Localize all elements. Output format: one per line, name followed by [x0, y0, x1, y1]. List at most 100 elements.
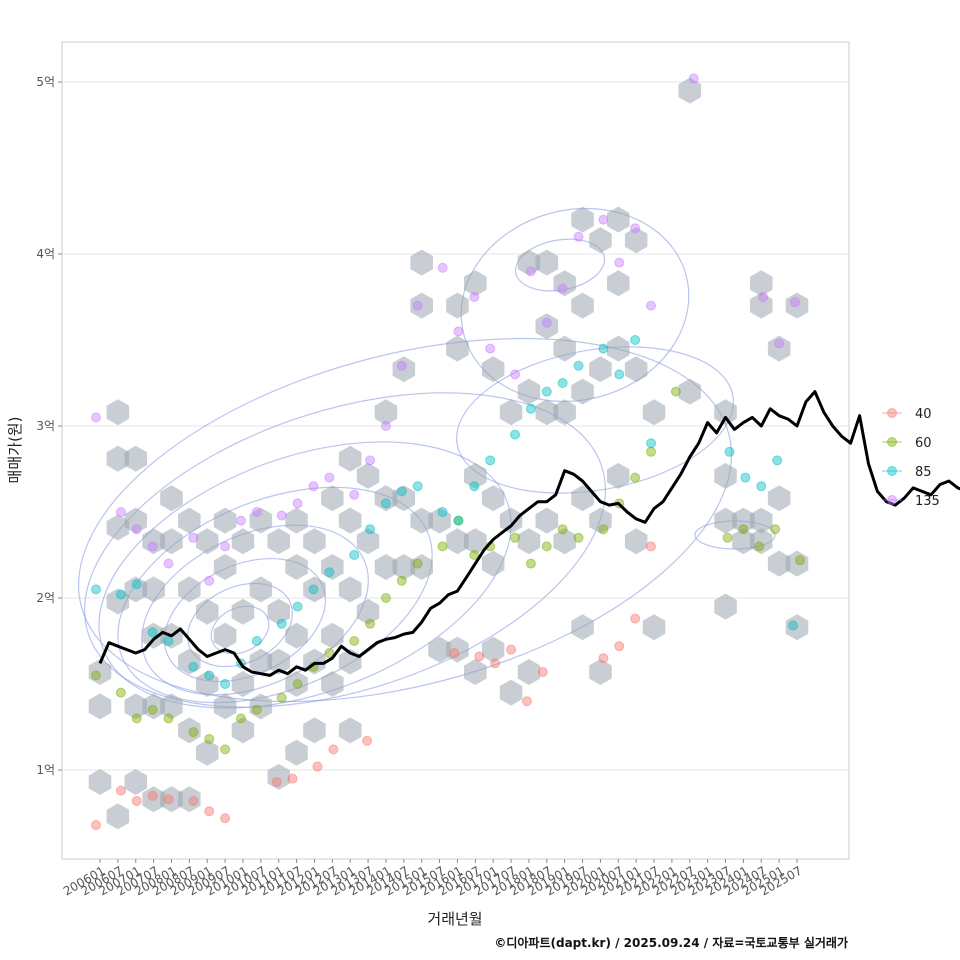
contour-ring-5	[98, 441, 512, 709]
scatter-point-135-1	[115, 507, 126, 517]
hexbin-7	[106, 803, 130, 830]
hexbin-122	[624, 356, 648, 383]
hexbin-34	[213, 622, 237, 649]
scatter-point-85-11	[292, 601, 303, 612]
scatter-point-85-16	[380, 498, 391, 509]
scatter-point-135-8	[235, 515, 246, 526]
scatter-point-60-5	[188, 727, 199, 738]
legend-key-135	[887, 495, 897, 505]
hexbin-9	[124, 507, 147, 534]
hexbin-61	[338, 445, 362, 472]
hexbin-43	[249, 693, 273, 720]
scatter-point-60-6	[204, 734, 215, 745]
hexbin-137	[750, 528, 773, 555]
hexbin-70	[374, 554, 398, 580]
scatter-point-85-13	[324, 567, 335, 578]
scatter-point-135-28	[598, 214, 609, 225]
scatter-point-85-29	[614, 369, 625, 380]
scatter-point-135-19	[437, 262, 448, 273]
hexbin-107	[553, 528, 576, 555]
scatter-point-85-36	[788, 620, 798, 631]
hexbin-21	[160, 693, 183, 720]
scatter-point-40-22	[646, 541, 657, 552]
scatter-point-85-30	[630, 335, 641, 345]
scatter-point-85-12	[308, 584, 319, 595]
hexbin-63	[338, 576, 362, 603]
scatter-point-60-32	[670, 386, 681, 397]
hexbin-8	[124, 445, 147, 472]
scatter-point-60-7	[220, 744, 231, 755]
hexbin-89	[481, 356, 505, 383]
hexbin-23	[178, 507, 201, 534]
hexbin-39	[231, 717, 255, 744]
hexbin-71	[374, 399, 398, 426]
scatter-point-40-13	[449, 648, 460, 659]
scatter-point-40-1	[115, 785, 126, 796]
hexbin-68	[356, 598, 380, 625]
scatter-point-85-23	[510, 429, 521, 440]
contour-ring-6	[83, 392, 607, 708]
hexbin-77	[410, 507, 433, 534]
hexbin-117	[607, 206, 630, 233]
hexbin-60	[321, 671, 344, 697]
hexbin-28	[196, 528, 219, 555]
hexbin-105	[553, 335, 576, 362]
hexbin-1	[88, 693, 112, 720]
hexbin-45	[267, 598, 290, 625]
scatter-point-40-11	[328, 744, 339, 755]
hexbin-12	[124, 769, 147, 795]
x-axis-title: 거래년월	[427, 910, 482, 928]
scatter-point-60-33	[722, 532, 733, 543]
scatter-point-85-25	[541, 386, 552, 397]
hexbin-79	[428, 507, 451, 534]
hexbin-103	[535, 507, 559, 534]
scatter-point-135-25	[541, 317, 552, 328]
hexbin-99	[517, 659, 541, 685]
hexbin-123	[624, 528, 648, 555]
scatter-point-40-7	[220, 813, 231, 824]
hexbin-100	[535, 249, 559, 276]
scatter-point-60-35	[754, 541, 765, 552]
scatter-point-135-20	[453, 326, 464, 337]
scatter-point-40-16	[506, 644, 517, 655]
hexbin-67	[356, 528, 380, 555]
hexbin-56	[303, 717, 326, 744]
scatter-point-135-0	[91, 412, 101, 423]
hexbin-102	[535, 399, 559, 426]
scatter-point-135-10	[276, 510, 287, 521]
hexbin-111	[571, 485, 594, 512]
scatter-point-40-10	[312, 761, 323, 772]
scatter-point-85-33	[740, 472, 751, 483]
scatter-point-135-24	[525, 266, 536, 277]
scatter-point-135-9	[251, 507, 262, 517]
contour-ring-9	[460, 207, 690, 403]
x-axis: 2006012006072007012007072008012008072009…	[61, 859, 805, 899]
scatter-point-135-29	[614, 257, 625, 268]
hexbin-116	[589, 659, 612, 685]
series-line-0	[98, 390, 960, 677]
contour-ring-7	[78, 337, 732, 703]
scatter-point-60-28	[598, 524, 609, 535]
hexbin-85	[464, 270, 487, 297]
hexbin-88	[464, 659, 487, 685]
scatter-point-60-2	[131, 713, 142, 724]
scatter-point-85-19	[437, 507, 448, 517]
scatter-point-135-27	[573, 231, 584, 242]
hexbin-52	[285, 739, 308, 766]
hexbin-22	[160, 786, 183, 813]
hexbin-92	[481, 636, 505, 663]
scatter-point-85-27	[573, 360, 584, 371]
scatter-point-85-0	[91, 584, 101, 595]
scatter-point-85-1	[115, 589, 126, 600]
scatter-point-40-8	[271, 777, 282, 788]
hexbin-51	[285, 671, 308, 697]
scatter-point-85-31	[646, 438, 657, 449]
legend-key-40	[887, 408, 897, 418]
hexbin-81	[446, 292, 469, 319]
hexbin-124	[642, 399, 666, 426]
legend-label-85: 85	[915, 465, 932, 480]
scatter-point-60-23	[510, 532, 521, 543]
hexbin-121	[624, 227, 648, 254]
legend-label-40: 40	[915, 407, 932, 422]
scatter-point-135-32	[688, 73, 699, 84]
